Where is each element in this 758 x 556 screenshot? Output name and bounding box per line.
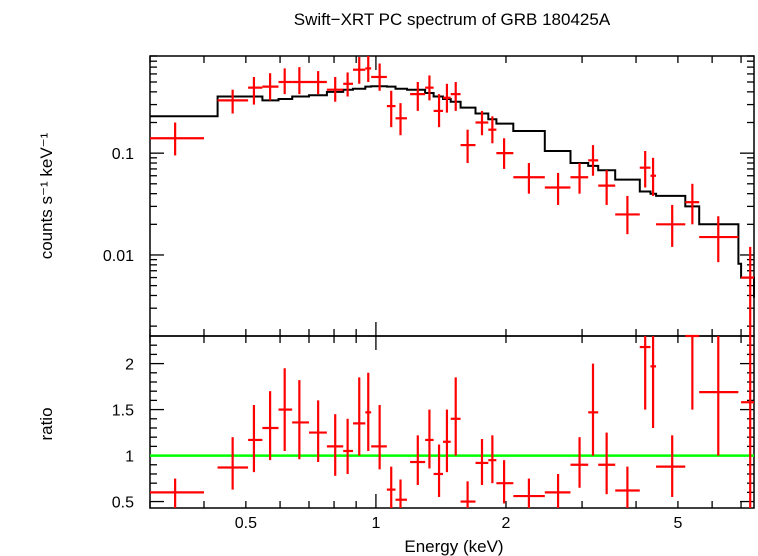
spectrum-point [395, 103, 407, 136]
x-tick-label: 0.5 [235, 515, 257, 532]
ratio-point [450, 377, 461, 456]
spectrum-point [326, 76, 344, 102]
upper-y-tick-label: 0.1 [112, 146, 134, 163]
spectrum-point [598, 170, 616, 205]
spectrum-point [443, 83, 451, 113]
ratio-point [513, 478, 545, 508]
spectrum-point [513, 163, 545, 194]
spectrum-point [488, 116, 497, 144]
ratio-point [685, 334, 700, 410]
ratio-point [308, 400, 327, 463]
ratio-point [699, 336, 739, 456]
ratio-point [386, 466, 396, 508]
ratio-point [496, 460, 514, 504]
lower-y-tick-label: 1.5 [112, 403, 134, 420]
x-axis-label: Energy (keV) [404, 537, 503, 556]
ratio-point [352, 377, 366, 456]
spectrum-point [410, 81, 426, 111]
lower-y-axis-label: ratio [37, 407, 56, 440]
spectrum-point [656, 204, 686, 247]
spectrum-point [699, 216, 739, 263]
spectrum-point [352, 56, 366, 84]
spectrum-point [615, 195, 640, 235]
spectrum-point [650, 157, 657, 196]
model-step-line [150, 85, 755, 298]
chart-title: Swift−XRT PC spectrum of GRB 180425A [294, 10, 611, 29]
ratio-point [650, 336, 657, 428]
lower-panel-axes: 0.5 1 2 5 0.5 1 1.5 2 [112, 335, 755, 532]
ratio-point [741, 336, 754, 508]
spectrum-point [741, 246, 754, 336]
lower-y-tick-label: 1 [125, 449, 134, 466]
ratio-point [588, 363, 599, 456]
ratio-point [278, 368, 293, 451]
spectrum-point [570, 163, 589, 194]
ratio-point [326, 414, 344, 476]
spectrum-point [278, 68, 293, 95]
spectrum-point [685, 183, 700, 225]
spectrum-point [308, 71, 327, 95]
spectrum-point [248, 76, 263, 105]
ratio-point [292, 380, 309, 460]
x-tick-label: 5 [673, 515, 682, 532]
spectrum-point [460, 129, 476, 164]
spectrum-point [425, 75, 434, 101]
data-marks [150, 56, 755, 508]
ratio-point [217, 437, 249, 490]
spectrum-point [262, 73, 279, 101]
ratio-point [598, 432, 616, 495]
ratio-point [365, 372, 372, 451]
spectrum-point [217, 89, 249, 114]
spectrum-point [386, 90, 396, 128]
ratio-point [639, 336, 651, 410]
spectrum-point [343, 72, 353, 97]
spectrum-point [433, 94, 444, 128]
spectrum-point [365, 56, 372, 82]
spectrum-point [450, 81, 461, 111]
ratio-point [488, 435, 497, 484]
ratio-point [248, 404, 263, 473]
ratio-point [433, 444, 444, 497]
ratio-point [570, 437, 589, 488]
x-tick-label: 1 [371, 515, 380, 532]
upper-y-tick-label: 0.01 [103, 248, 134, 265]
ratio-point [371, 404, 387, 470]
spectrum-point [150, 122, 204, 156]
lower-y-tick-label: 0.5 [112, 495, 134, 512]
ratio-point [615, 466, 640, 508]
ratio-point [410, 435, 426, 486]
spectrum-point [639, 150, 651, 188]
spectrum-point [544, 172, 571, 205]
ratio-point [544, 473, 571, 508]
lower-frame [149, 335, 755, 509]
upper-y-axis-label: counts s⁻¹ keV⁻¹ [37, 132, 56, 259]
spectrum-point [292, 67, 309, 95]
ratio-point [443, 409, 451, 473]
ratio-point [343, 418, 353, 474]
spectrum-point [371, 63, 387, 91]
spectrum-point [588, 145, 599, 176]
spectrum-point [496, 138, 514, 169]
ratio-point [460, 481, 476, 508]
ratio-point [425, 409, 434, 469]
ratio-point [475, 439, 489, 486]
ratio-point [262, 391, 279, 461]
ratio-point [150, 478, 204, 508]
ratio-point [656, 435, 686, 497]
ratio-point [395, 479, 407, 508]
x-tick-label: 2 [502, 515, 511, 532]
spectrum-point [475, 110, 489, 136]
lower-y-tick-label: 2 [125, 357, 134, 374]
